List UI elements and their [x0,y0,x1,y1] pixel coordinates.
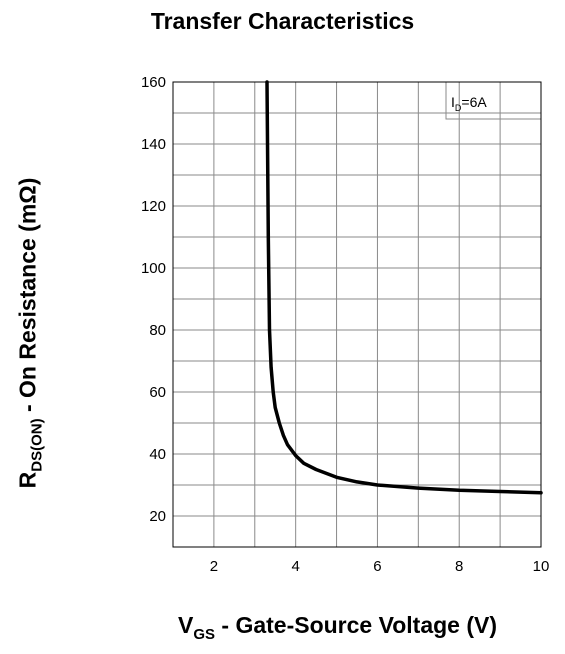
x-tick-label: 6 [373,558,381,575]
grid-lines [173,82,541,547]
annotation-sub: D [455,103,462,113]
annotation-main: I [451,94,455,110]
y-axis-label-main: R [14,471,41,489]
x-axis-label: VGS - Gate-Source Voltage (V) [110,612,565,643]
x-axis-label-sub: GS [193,626,215,643]
y-tick-label: 100 [141,260,166,277]
y-axis-label: RDS(ON) - On Resistance (mΩ) [14,177,46,489]
plot-frame [172,81,542,548]
y-axis-label-sub: DS(ON) [28,418,46,472]
x-tick-label: 4 [291,558,299,575]
tick-labels: 2 4 6 8 10 20 40 60 80 100 120 140 160 [141,74,549,575]
annotation-frame [445,82,541,120]
annotation-rest: =6A [461,94,487,110]
y-tick-label: 140 [141,136,166,153]
y-tick-label: 120 [141,198,166,215]
x-tick-label: 10 [533,558,550,575]
x-axis-label-main: V [177,612,194,638]
y-tick-label: 20 [149,508,166,525]
annotation-current: ID=6A [451,94,487,113]
x-tick-label: 8 [455,558,463,575]
series-line [265,80,543,495]
x-tick-label: 2 [210,558,218,575]
x-axis-label-rest: - Gate-Source Voltage (V) [215,612,498,638]
y-tick-label: 40 [149,446,166,463]
y-axis-label-rest: - On Resistance (mΩ) [14,177,41,419]
y-tick-label: 60 [149,384,166,401]
y-tick-label: 160 [141,74,166,91]
series-layer [265,80,543,495]
annotation-box: ID=6A [451,94,487,113]
chart-title: Transfer Characteristics [150,8,415,34]
y-tick-label: 80 [149,322,166,339]
